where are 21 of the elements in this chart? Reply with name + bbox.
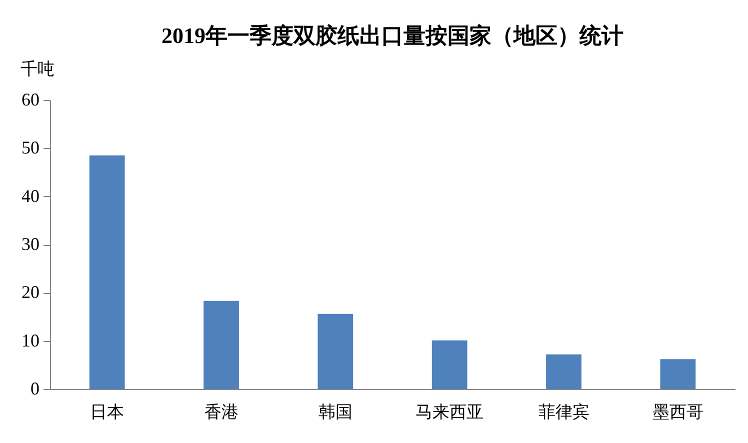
y-tick-label: 50 [22, 138, 40, 158]
x-tick-label: 菲律宾 [538, 402, 590, 422]
bar [432, 340, 468, 389]
y-tick-label: 60 [22, 90, 40, 110]
y-tick-label: 40 [22, 186, 40, 206]
y-tick-label: 10 [22, 330, 40, 350]
chart-title: 2019年一季度双胶纸出口量按国家（地区）统计 [162, 23, 624, 48]
x-tick-label: 韩国 [318, 402, 352, 422]
bar [660, 359, 696, 389]
x-tick-label: 墨西哥 [652, 402, 704, 422]
bar [546, 354, 582, 389]
bar [318, 314, 354, 389]
bar [204, 300, 239, 389]
y-tick-label: 20 [22, 282, 40, 302]
x-tick-label: 日本 [90, 402, 124, 422]
x-tick-label: 马来西亚 [416, 402, 484, 422]
bar [89, 155, 125, 389]
y-axis-title: 千吨 [20, 60, 54, 78]
y-tick-label: 30 [22, 234, 40, 254]
x-tick-label: 香港 [204, 402, 238, 422]
y-tick-label: 0 [30, 378, 40, 398]
